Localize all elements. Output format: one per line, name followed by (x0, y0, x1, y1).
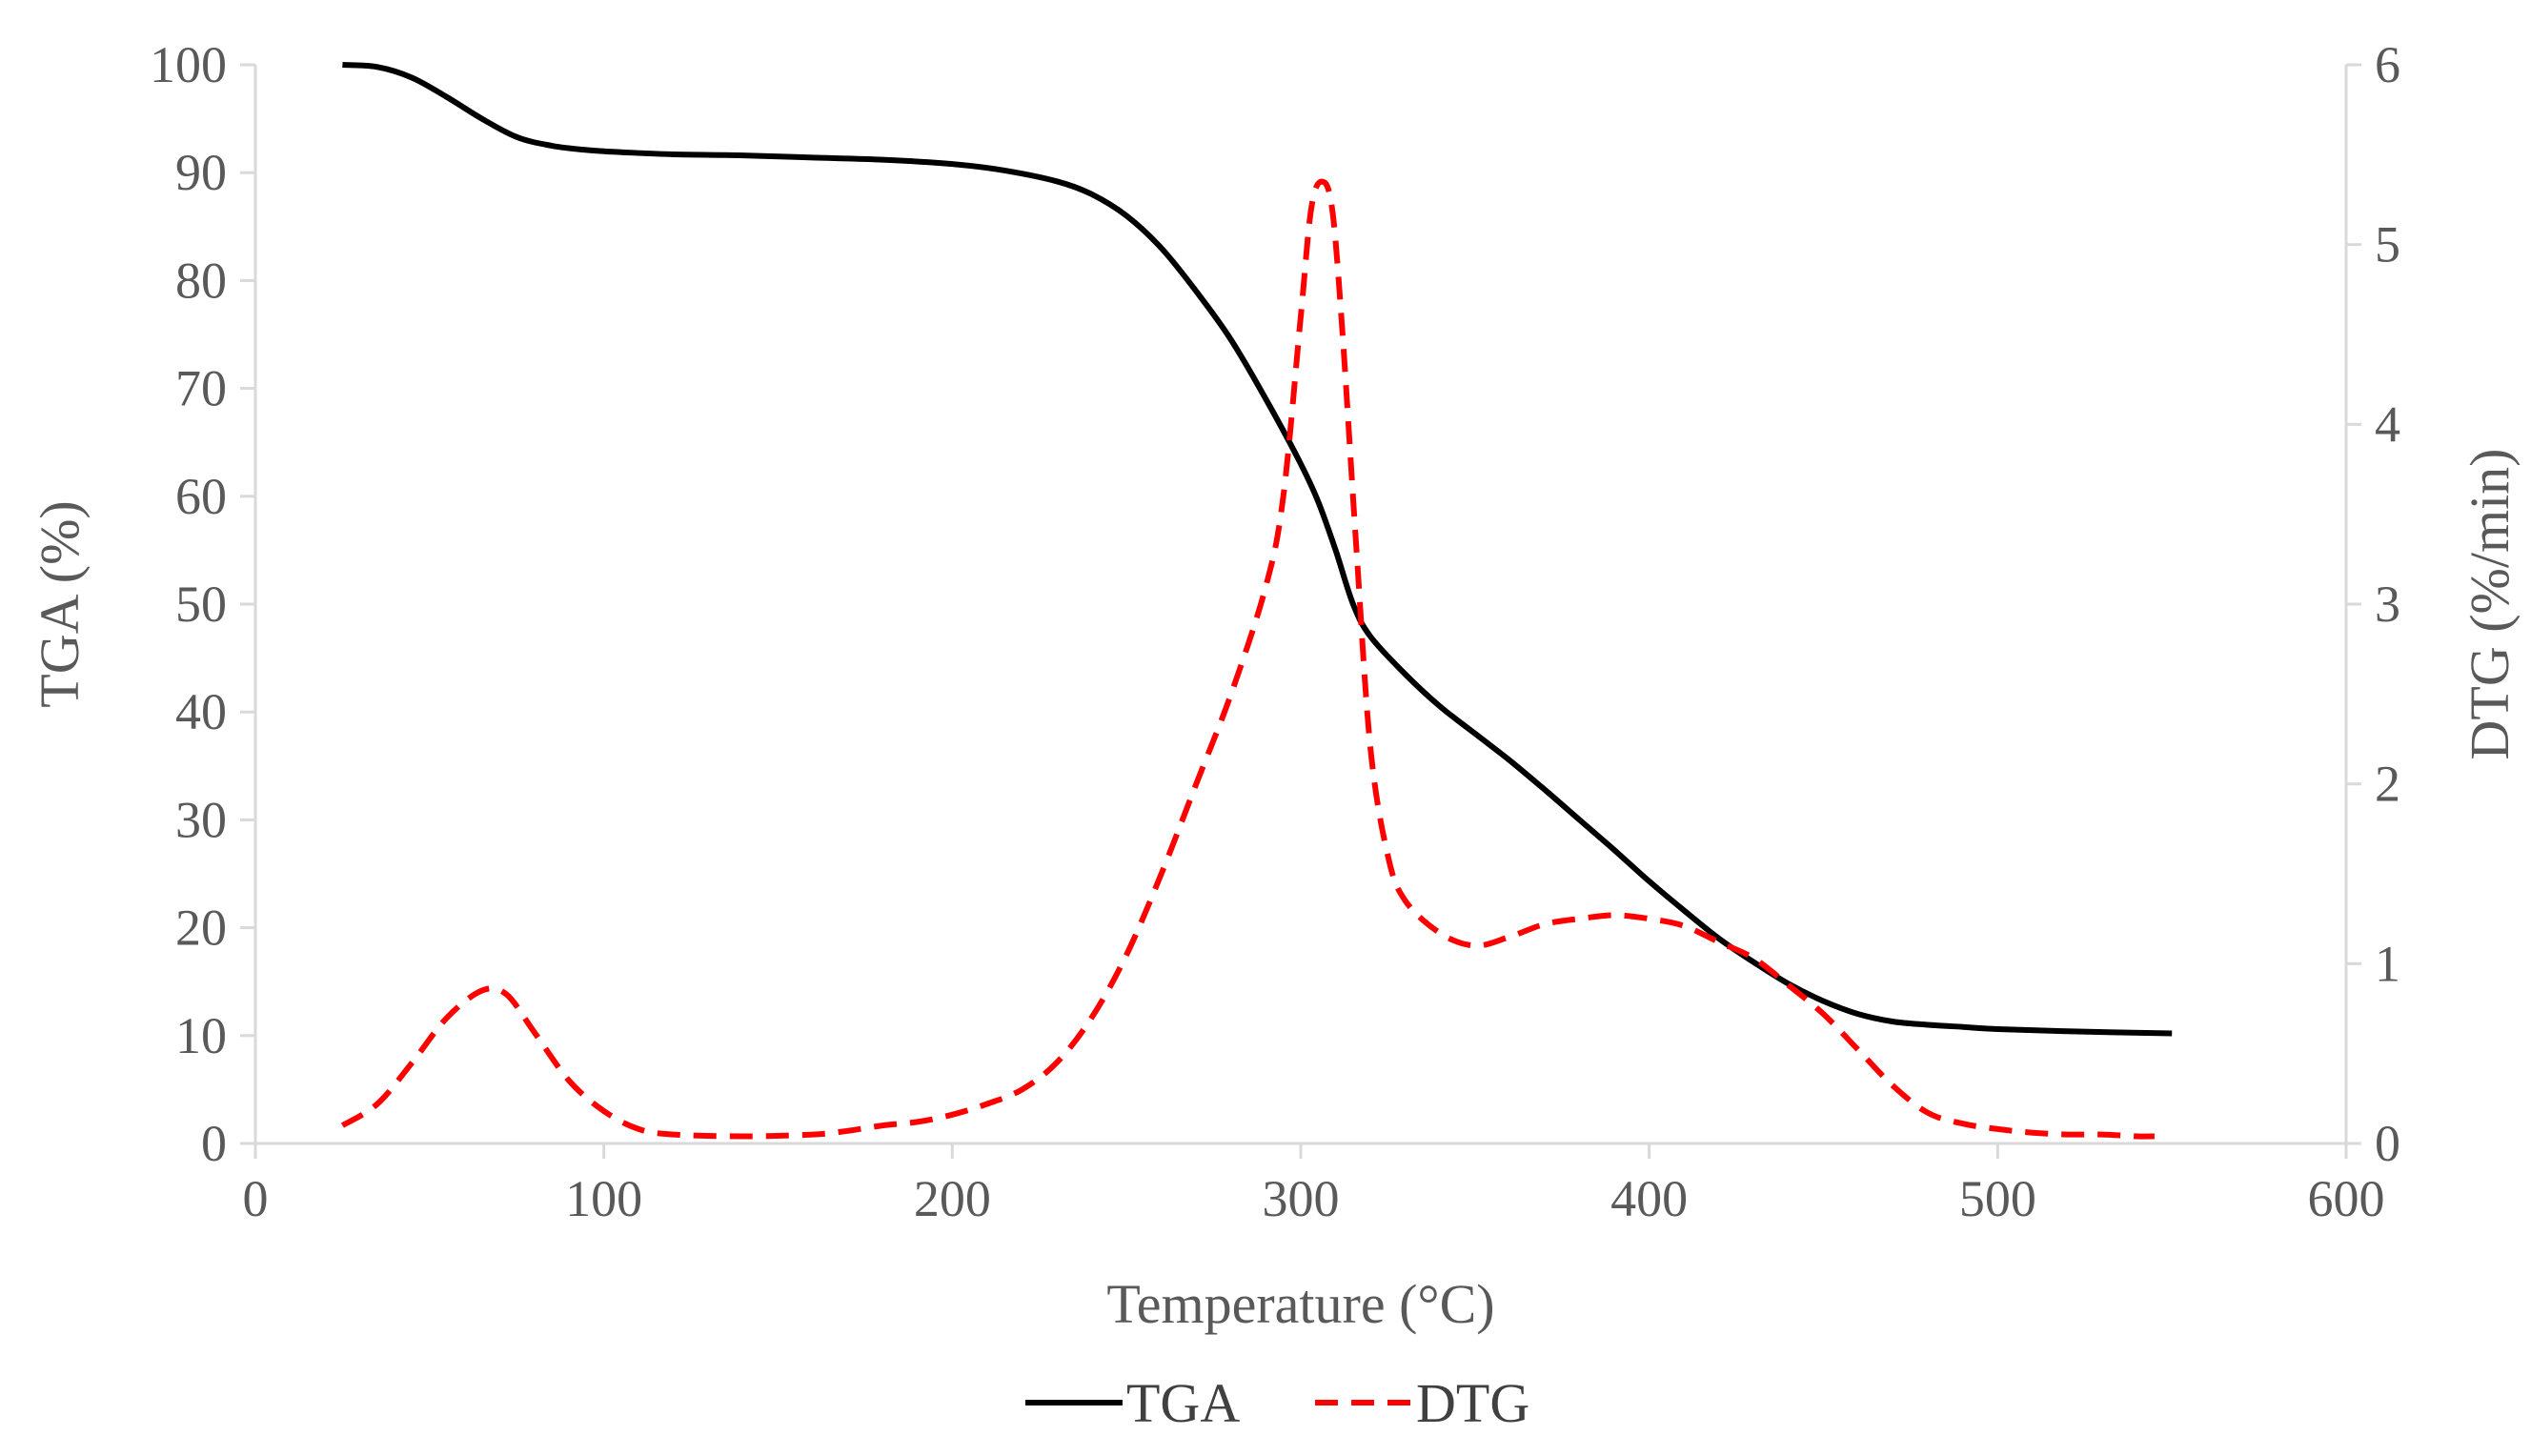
right-y-tick-label: 5 (2375, 216, 2400, 273)
x-axis-title: Temperature (°C) (1106, 1273, 1494, 1335)
legend-dtg-label: DTG (1416, 1372, 1529, 1434)
left-y-tick-label: 70 (175, 360, 227, 417)
right-y-tick-label: 1 (2375, 935, 2400, 992)
left-y-axis-title: TGA (%) (29, 500, 91, 707)
left-y-tick-label: 100 (150, 36, 227, 93)
left-y-tick-label: 90 (175, 144, 227, 201)
series-layer (340, 62, 2173, 1140)
left-y-tick-label: 0 (201, 1115, 227, 1172)
x-tick-label: 600 (2308, 1170, 2385, 1227)
left-y-tick-label: 40 (175, 683, 227, 740)
right-y-axis-title: DTG (%/min) (2459, 449, 2521, 760)
tga-series-line (342, 62, 2173, 1037)
right-y-tick-label: 0 (2375, 1115, 2400, 1172)
x-tick-label: 0 (243, 1170, 269, 1227)
right-y-tick-label: 4 (2375, 395, 2400, 453)
left-y-tick-label: 10 (175, 1007, 227, 1064)
legend-tga-label: TGA (1126, 1372, 1240, 1434)
right-y-ticks: 0 1 2 3 4 5 6 (2346, 36, 2400, 1172)
x-ticks: 0 100 200 300 400 500 600 (243, 1143, 2385, 1227)
legend: TGA DTG (1025, 1372, 1529, 1434)
left-y-tick-label: 20 (175, 900, 227, 957)
right-y-tick-label: 6 (2375, 36, 2400, 93)
chart-axes (253, 65, 2348, 1145)
x-tick-label: 200 (914, 1170, 991, 1227)
x-tick-label: 300 (1263, 1170, 1340, 1227)
left-y-tick-label: 60 (175, 468, 227, 525)
right-y-tick-label: 3 (2375, 576, 2400, 633)
left-y-tick-label: 50 (175, 576, 227, 633)
left-y-tick-label: 30 (175, 791, 227, 848)
x-tick-label: 400 (1610, 1170, 1688, 1227)
dtg-series-line (340, 178, 2155, 1140)
x-tick-label: 500 (1959, 1170, 2036, 1227)
left-y-tick-label: 80 (175, 252, 227, 309)
x-tick-label: 100 (565, 1170, 642, 1227)
left-y-ticks: 0 10 20 30 40 50 60 70 80 90 100 (150, 36, 255, 1172)
right-y-tick-label: 2 (2375, 756, 2400, 813)
